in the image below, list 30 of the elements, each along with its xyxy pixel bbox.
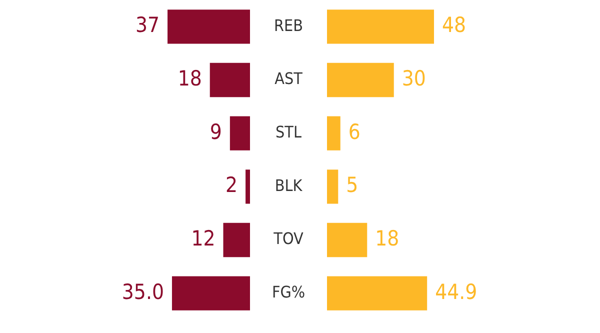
- bar: [223, 222, 250, 258]
- bar: [168, 10, 250, 44]
- y-tick-label: TOV: [272, 229, 304, 248]
- bar: [327, 116, 340, 150]
- bar: [327, 170, 338, 204]
- bar: [327, 62, 394, 98]
- data-label: 9: [210, 120, 222, 144]
- bar: [230, 116, 250, 150]
- bar: [172, 276, 250, 310]
- data-label: 35.0: [122, 280, 164, 304]
- data-label: 37: [135, 13, 160, 38]
- y-tick-label: AST: [274, 69, 303, 88]
- y-tick-label: BLK: [274, 176, 303, 195]
- bar: [210, 62, 250, 98]
- data-label: 48: [442, 13, 466, 38]
- bar: [327, 276, 428, 310]
- y-tick-label: FG%: [272, 282, 306, 302]
- bar: [327, 222, 368, 258]
- bar: [246, 170, 250, 204]
- data-label: 6: [348, 120, 360, 144]
- data-label: 18: [375, 226, 400, 250]
- data-label: 18: [178, 66, 202, 90]
- data-label: 44.9: [435, 280, 478, 304]
- data-label: 2: [226, 173, 238, 198]
- bar: [327, 10, 434, 44]
- data-label: 12: [191, 226, 216, 250]
- y-tick-label: REB: [274, 16, 303, 35]
- data-label: 5: [346, 173, 358, 198]
- data-label: 30: [402, 66, 426, 90]
- y-tick-label: STL: [276, 122, 302, 142]
